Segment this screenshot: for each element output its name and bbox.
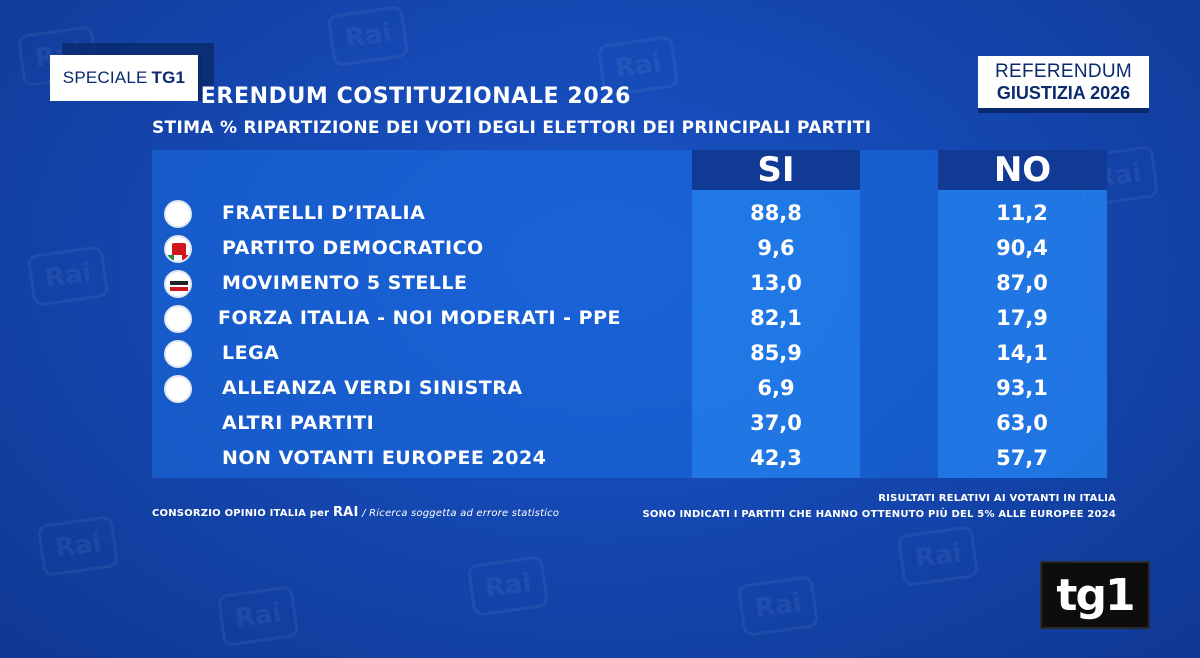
table-row: PARTITO DEMOCRATICO 9,6 90,4 (152, 231, 1107, 266)
no-value: 93,1 (996, 376, 1048, 400)
referendum-badge-line1: REFERENDUM (994, 61, 1133, 82)
no-column-background (938, 150, 1107, 478)
party-name: NON VOTANTI EUROPEE 2024 (222, 447, 547, 469)
si-value: 82,1 (750, 306, 802, 330)
table-row: MOVIMENTO 5 STELLE 13,0 87,0 (152, 266, 1107, 301)
results-note-line2: SONO INDICATI I PARTITI CHE HANNO OTTENU… (642, 509, 1116, 520)
si-value: 13,0 (750, 271, 802, 295)
fratelli-italia-logo-icon (164, 200, 192, 228)
rai-watermark: Rai (896, 524, 980, 588)
avs-logo-icon (164, 375, 192, 403)
lega-logo-icon (164, 340, 192, 368)
table-row: FRATELLI D’ITALIA 88,8 11,2 (152, 196, 1107, 231)
table-row: FORZA ITALIA - NOI MODERATI - PPE 82,1 1… (152, 301, 1107, 336)
si-value: 9,6 (757, 236, 795, 260)
no-value: 63,0 (996, 411, 1048, 435)
si-column-background (692, 150, 860, 478)
m5s-logo-icon (164, 270, 192, 298)
si-column-header: SI (692, 150, 860, 190)
rai-watermark: Rai (326, 4, 410, 68)
table-row: ALLEANZA VERDI SINISTRA 6,9 93,1 (152, 371, 1107, 406)
tg1-logo: tg1 (1040, 561, 1150, 629)
no-value: 57,7 (996, 446, 1048, 470)
rai-watermark: Rai (736, 574, 820, 638)
page-title: REFERENDUM COSTITUZIONALE 2026 (152, 84, 632, 109)
rai-watermark: Rai (216, 584, 300, 648)
si-value: 37,0 (750, 411, 802, 435)
rai-brand-label: RAI (332, 505, 359, 520)
party-name: FORZA ITALIA - NOI MODERATI - PPE (218, 307, 621, 329)
table-row: ALTRI PARTITI 37,0 63,0 (152, 406, 1107, 441)
no-value: 90,4 (996, 236, 1048, 260)
speciale-tg1-label: TG1 (151, 68, 186, 87)
si-value: 85,9 (750, 341, 802, 365)
no-value: 11,2 (996, 201, 1048, 225)
source-label: CONSORZIO OPINIO ITALIA per (152, 508, 330, 519)
no-column-header: NO (938, 150, 1107, 190)
speciale-label: SPECIALE (62, 68, 148, 87)
no-value: 17,9 (996, 306, 1048, 330)
si-value: 88,8 (750, 201, 802, 225)
results-notes: RISULTATI RELATIVI AI VOTANTI IN ITALIA … (642, 491, 1116, 523)
results-table: SI NO FRATELLI D’ITALIA 88,8 11,2 PARTIT… (152, 150, 1107, 478)
party-name: MOVIMENTO 5 STELLE (222, 272, 468, 294)
table-row: NON VOTANTI EUROPEE 2024 42,3 57,7 (152, 441, 1107, 476)
referendum-badge-line2: GIUSTIZIA 2026 (996, 83, 1131, 103)
no-value: 87,0 (996, 271, 1048, 295)
rai-watermark: Rai (26, 244, 110, 308)
error-disclaimer: / Ricerca soggetta ad errore statistico (362, 508, 560, 519)
rai-watermark: Rai (36, 514, 120, 578)
party-name: PARTITO DEMOCRATICO (222, 237, 484, 259)
si-value: 6,9 (757, 376, 795, 400)
page-subtitle: STIMA % RIPARTIZIONE DEI VOTI DEGLI ELET… (152, 118, 872, 138)
referendum-giustizia-badge: REFERENDUM GIUSTIZIA 2026 (978, 56, 1149, 113)
table-row: LEGA 85,9 14,1 (152, 336, 1107, 371)
pd-logo-icon (164, 235, 192, 263)
party-name: ALTRI PARTITI (222, 412, 375, 434)
no-value: 14,1 (996, 341, 1048, 365)
party-name: ALLEANZA VERDI SINISTRA (222, 377, 523, 399)
results-note-line1: RISULTATI RELATIVI AI VOTANTI IN ITALIA (878, 493, 1116, 504)
si-value: 42,3 (750, 446, 802, 470)
source-note: CONSORZIO OPINIO ITALIA per RAI / Ricerc… (152, 505, 559, 520)
rai-watermark: Rai (466, 554, 550, 618)
speciale-tg1-badge: SPECIALE TG1 (50, 55, 202, 101)
party-name: LEGA (222, 342, 280, 364)
party-name: FRATELLI D’ITALIA (222, 202, 426, 224)
forza-italia-logo-icon (164, 305, 192, 333)
